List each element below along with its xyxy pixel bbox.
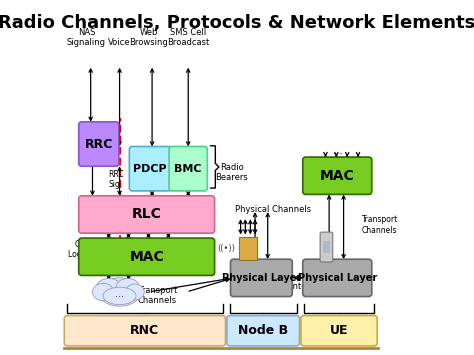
Text: Uu Interface: Uu Interface [276, 282, 328, 291]
Text: Radio Channels, Protocols & Network Elements: Radio Channels, Protocols & Network Elem… [0, 14, 474, 32]
Text: MAC: MAC [129, 250, 164, 264]
Text: Web
Browsing: Web Browsing [129, 28, 168, 47]
FancyBboxPatch shape [230, 259, 292, 296]
FancyBboxPatch shape [303, 157, 372, 195]
FancyBboxPatch shape [79, 122, 119, 166]
Text: Node B: Node B [238, 324, 288, 337]
Text: RLC: RLC [132, 207, 162, 222]
FancyBboxPatch shape [227, 316, 300, 346]
Text: MAC: MAC [320, 169, 355, 183]
Ellipse shape [92, 283, 114, 301]
Text: Physical Layer: Physical Layer [222, 273, 301, 283]
FancyBboxPatch shape [169, 147, 207, 191]
Text: RRC: RRC [84, 137, 113, 151]
Ellipse shape [103, 287, 136, 305]
Text: ...: ... [333, 146, 344, 156]
Text: PDCP: PDCP [134, 164, 167, 174]
Text: Voice: Voice [109, 38, 131, 47]
Text: ((•)): ((•)) [217, 244, 235, 253]
Text: SMS Cell
Broadcast: SMS Cell Broadcast [167, 28, 210, 47]
FancyBboxPatch shape [323, 241, 330, 253]
Ellipse shape [116, 279, 139, 296]
FancyBboxPatch shape [79, 238, 215, 275]
Text: RNC: RNC [130, 324, 159, 337]
Ellipse shape [96, 279, 122, 297]
FancyBboxPatch shape [320, 232, 333, 262]
Text: NAS
Signaling: NAS Signaling [67, 28, 106, 47]
Text: Transport
Channels: Transport Channels [362, 215, 398, 235]
FancyBboxPatch shape [64, 316, 226, 346]
Text: Transport
Channels: Transport Channels [138, 286, 177, 305]
Text: Physical Layer: Physical Layer [298, 273, 377, 283]
FancyBboxPatch shape [79, 196, 215, 233]
Text: Traffic
Logical Ch.: Traffic Logical Ch. [151, 240, 193, 260]
FancyBboxPatch shape [129, 147, 171, 191]
Text: Radio
Bearers: Radio Bearers [215, 163, 248, 182]
FancyBboxPatch shape [301, 316, 377, 346]
Text: ...: ... [115, 289, 124, 299]
Text: RRC
Sig.: RRC Sig. [108, 170, 124, 189]
Ellipse shape [126, 284, 144, 300]
Ellipse shape [99, 278, 141, 306]
FancyBboxPatch shape [303, 259, 372, 296]
Text: Control
Logical Ch.: Control Logical Ch. [68, 240, 110, 260]
Text: UE: UE [330, 324, 348, 337]
Text: Physical Channels: Physical Channels [235, 205, 311, 214]
Text: BMC: BMC [174, 164, 202, 174]
FancyBboxPatch shape [239, 237, 257, 260]
